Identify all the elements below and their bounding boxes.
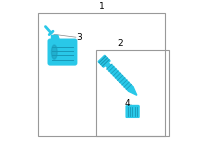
Text: 3: 3 <box>77 33 82 42</box>
Bar <box>96 50 169 136</box>
Ellipse shape <box>51 45 57 59</box>
FancyBboxPatch shape <box>47 39 77 66</box>
Text: 2: 2 <box>117 39 123 48</box>
Polygon shape <box>127 105 138 107</box>
Polygon shape <box>51 35 59 42</box>
Polygon shape <box>107 65 133 91</box>
Polygon shape <box>105 63 111 68</box>
Polygon shape <box>98 55 110 67</box>
Bar <box>38 13 165 136</box>
Text: 1: 1 <box>99 2 105 11</box>
Text: 4: 4 <box>125 99 130 108</box>
Polygon shape <box>129 87 137 95</box>
FancyBboxPatch shape <box>125 105 140 118</box>
